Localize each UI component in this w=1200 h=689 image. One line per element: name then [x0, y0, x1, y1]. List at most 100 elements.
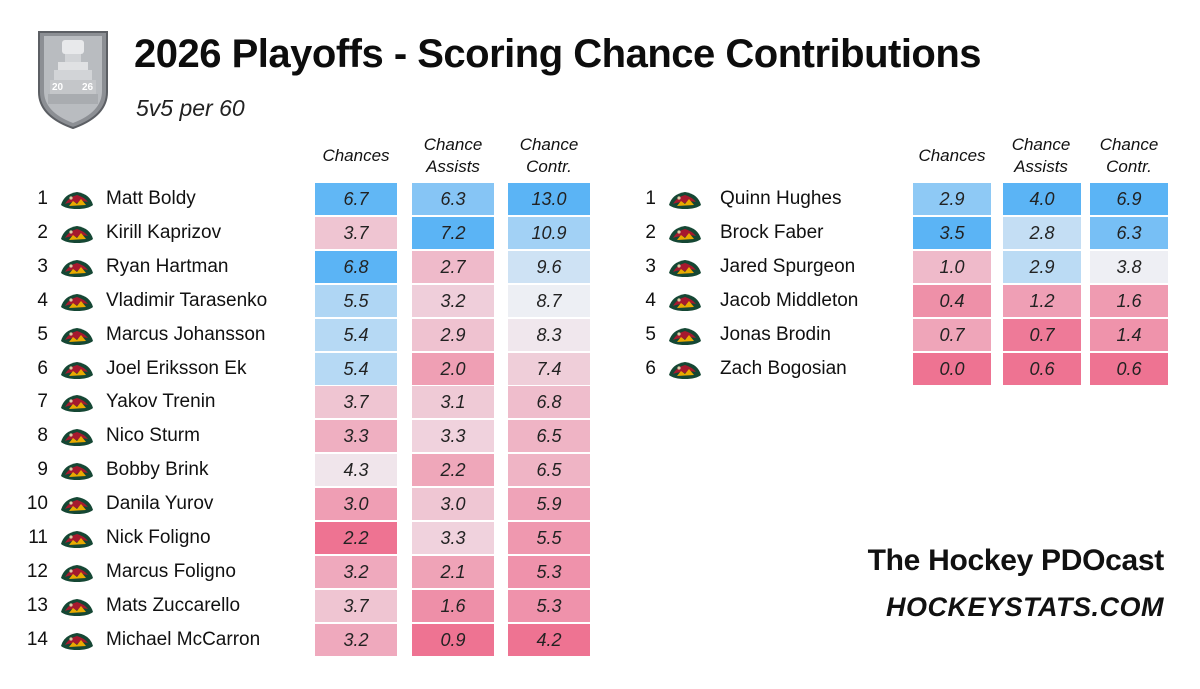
cell-chances: 0.4: [913, 284, 991, 317]
table-row: 8 Nico Sturm 3.3 3.3 6.5: [0, 419, 1200, 453]
table-row: 2 Kirill Kaprizov 3.7 7.2 10.9: [0, 216, 1200, 250]
player-name: Matt Boldy: [106, 188, 196, 209]
header-line: Assists: [1014, 157, 1068, 176]
row-rank: 5: [37, 323, 48, 345]
row-rank: 4: [645, 289, 656, 311]
row-rank: 12: [26, 560, 48, 582]
header-line: Assists: [426, 157, 480, 176]
player-name: Danila Yurov: [106, 493, 214, 515]
cell-contr: 8.7: [508, 284, 590, 317]
table-row: 2 Brock Faber 3.5 2.8 6.3: [0, 216, 1200, 250]
minnesota-wild-logo-icon: [669, 361, 701, 379]
player-name: Jonas Brodin: [720, 323, 831, 345]
minnesota-wild-logo-icon: [61, 327, 93, 345]
cell-chances: 3.7: [315, 216, 397, 249]
cell-contr: 6.5: [508, 420, 590, 453]
minnesota-wild-logo-icon: [669, 192, 701, 209]
minnesota-wild-logo-icon: [669, 293, 701, 311]
header-line: Chances: [322, 146, 390, 165]
cell-contr: 5.9: [508, 488, 590, 521]
player-name: Vladimir Tarasenko: [106, 289, 268, 311]
cell-contr: 5.3: [508, 555, 590, 588]
cell-assists: 0.9: [412, 623, 494, 656]
header-line: Chance: [1011, 135, 1071, 154]
cell-assists: 1.6: [412, 589, 494, 622]
cell-chances: 5.4: [315, 318, 397, 351]
table-row: 10 Danila Yurov 3.0 3.0 5.9: [0, 487, 1200, 521]
minnesota-wild-logo-icon: [61, 293, 93, 311]
header-line: Contr.: [526, 157, 572, 176]
player-name: Marcus Foligno: [106, 560, 236, 582]
cell-contr: 5.5: [508, 522, 590, 554]
minnesota-wild-logo-icon: [61, 497, 93, 515]
cell-assists: 2.2: [412, 454, 494, 487]
minnesota-wild-logo-icon: [669, 225, 701, 243]
table-row: 11 Nick Foligno 2.2 3.3 5.5: [0, 521, 1200, 555]
row-rank: 9: [37, 459, 48, 481]
cell-chances: 4.3: [315, 454, 397, 487]
cell-contr: 9.6: [508, 250, 590, 283]
cell-contr: 10.9: [508, 216, 590, 249]
stanley-cup-logo-icon: 20 26: [38, 31, 108, 130]
player-name: Yakov Trenin: [106, 391, 216, 413]
cell-contr: 3.8: [1090, 250, 1168, 283]
cell-contr: 6.9: [1090, 183, 1168, 215]
table-row: 7 Yakov Trenin 3.7 3.1 6.8: [0, 385, 1200, 419]
cell-contr: 6.5: [508, 454, 590, 487]
cell-chances: 3.7: [315, 386, 397, 419]
minnesota-wild-logo-icon: [61, 632, 93, 650]
row-rank: 1: [645, 188, 656, 209]
row-rank: 8: [37, 425, 48, 447]
table-row: 6 Joel Eriksson Ek 5.4 2.0 7.4: [0, 352, 1200, 386]
cell-contr: 4.2: [508, 623, 590, 656]
player-name: Nick Foligno: [106, 527, 211, 548]
row-rank: 13: [26, 594, 48, 616]
header-line: Chance: [519, 135, 579, 154]
cell-contr: 1.6: [1090, 284, 1168, 317]
cell-assists: 2.1: [412, 555, 494, 588]
table-row: 12 Marcus Foligno 3.2 2.1 5.3: [0, 555, 1200, 589]
cell-chances: 3.5: [913, 216, 991, 249]
minnesota-wild-logo-icon: [61, 192, 93, 209]
table-row: 6 Zach Bogosian 0.0 0.6 0.6: [0, 352, 1200, 386]
table-row: 4 Jacob Middleton 0.4 1.2 1.6: [0, 284, 1200, 318]
minnesota-wild-logo-icon: [61, 598, 93, 616]
row-rank: 6: [645, 357, 656, 379]
minnesota-wild-logo-icon: [61, 463, 93, 481]
cell-contr: 8.3: [508, 318, 590, 351]
minnesota-wild-logo-icon: [61, 225, 93, 243]
minnesota-wild-logo-icon: [61, 259, 93, 277]
cell-assists: 3.3: [412, 522, 494, 554]
cell-assists: 2.0: [412, 352, 494, 385]
minnesota-wild-logo-icon: [61, 564, 93, 582]
defense-header-assists: Chance Assists: [998, 134, 1084, 178]
cell-chances: 0.0: [913, 352, 991, 385]
cell-chances: 1.0: [913, 250, 991, 283]
cell-chances: 5.4: [315, 352, 397, 385]
cell-contr: 13.0: [508, 183, 590, 215]
cell-assists: 0.7: [1003, 318, 1081, 351]
forwards-header-chances: Chances: [313, 145, 399, 167]
cell-assists: 1.2: [1003, 284, 1081, 317]
row-rank: 7: [37, 391, 48, 413]
minnesota-wild-logo-icon: [61, 531, 93, 548]
row-rank: 14: [26, 628, 48, 650]
cell-assists: 2.7: [412, 250, 494, 283]
player-name: Mats Zuccarello: [106, 594, 241, 616]
cell-assists: 6.3: [412, 183, 494, 215]
logo-year-right: 26: [82, 82, 94, 93]
player-name: Quinn Hughes: [720, 188, 842, 209]
player-name: Joel Eriksson Ek: [106, 357, 247, 379]
cell-contr: 1.4: [1090, 318, 1168, 351]
page-subtitle: 5v5 per 60: [136, 95, 245, 121]
table-row: 3 Jared Spurgeon 1.0 2.9 3.8: [0, 250, 1200, 284]
logo-year-left: 20: [52, 82, 64, 93]
table-row: 13 Mats Zuccarello 3.7 1.6 5.3: [0, 589, 1200, 623]
player-name: Nico Sturm: [106, 425, 200, 447]
row-rank: 4: [37, 289, 48, 311]
cell-chances: 5.5: [315, 284, 397, 317]
cell-chances: 2.9: [913, 183, 991, 215]
table-row: 14 Michael McCarron 3.2 0.9 4.2: [0, 623, 1200, 657]
row-rank: 2: [37, 221, 48, 243]
cell-chances: 3.7: [315, 589, 397, 622]
